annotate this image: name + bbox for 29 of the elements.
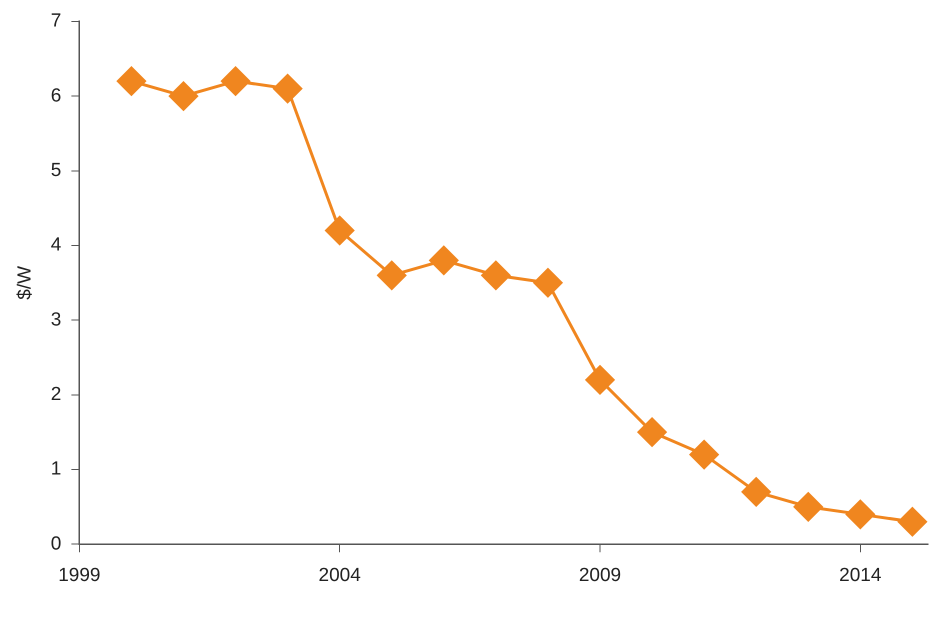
point — [794, 492, 823, 522]
point — [533, 268, 562, 298]
y-tick-label: 6 — [50, 85, 62, 106]
point — [273, 74, 302, 104]
y-tick-label: 4 — [50, 234, 62, 256]
point — [898, 507, 927, 536]
point — [325, 216, 354, 246]
point — [221, 66, 250, 96]
point — [638, 418, 667, 447]
point — [429, 246, 458, 275]
point — [116, 66, 146, 96]
y-tick-label: 2 — [50, 384, 62, 406]
x-tick-label: 1999 — [58, 564, 101, 586]
point — [168, 82, 198, 111]
point — [377, 260, 406, 290]
y-tick-label: 0 — [50, 533, 62, 554]
x-tick-label: 2009 — [578, 564, 622, 586]
point — [742, 477, 771, 506]
y-tick-label: 5 — [50, 160, 62, 182]
point — [846, 500, 875, 529]
point — [690, 440, 719, 470]
y-tick-label: 1 — [50, 458, 62, 480]
x-tick-label: 2014 — [839, 564, 882, 586]
y-tick-label: 7 — [50, 10, 62, 32]
point — [586, 365, 614, 394]
x-tick-label: 2004 — [318, 564, 362, 586]
point — [481, 260, 510, 290]
y-tick-label: 3 — [50, 309, 62, 330]
y-axis-title: $/W — [14, 266, 36, 300]
